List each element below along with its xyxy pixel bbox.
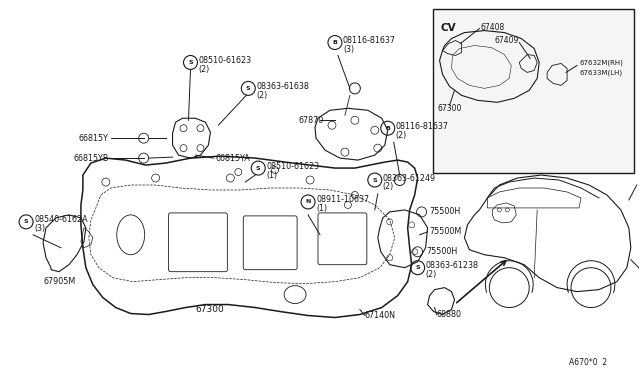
Text: (1): (1) (316, 205, 327, 214)
Text: 08911-10637: 08911-10637 (316, 195, 369, 205)
Text: (2): (2) (396, 131, 407, 140)
Text: 08510-61623: 08510-61623 (266, 161, 319, 171)
Text: 75500H: 75500H (429, 208, 461, 217)
Text: (3): (3) (34, 224, 45, 233)
Text: B: B (333, 40, 337, 45)
Text: 08363-61249: 08363-61249 (383, 173, 436, 183)
Text: 66815Y: 66815Y (79, 134, 109, 143)
Text: CV: CV (440, 23, 456, 33)
Text: 66815YB: 66815YB (74, 154, 109, 163)
Bar (433, 9, 634, 173)
Bar (461, 62, 479, 77)
Text: B: B (385, 126, 390, 131)
Text: 08116-81637: 08116-81637 (343, 36, 396, 45)
Text: 67408: 67408 (481, 23, 505, 32)
Text: N: N (305, 199, 311, 205)
Text: 08116-81637: 08116-81637 (396, 122, 449, 131)
Text: 75500H: 75500H (427, 247, 458, 256)
Text: A670*0  2: A670*0 2 (569, 358, 607, 367)
Text: 68880: 68880 (436, 310, 461, 319)
Text: S: S (24, 219, 28, 224)
Text: 67140N: 67140N (365, 311, 396, 320)
Text: 08363-61238: 08363-61238 (426, 261, 479, 270)
Text: (2): (2) (383, 183, 394, 192)
Circle shape (552, 78, 555, 81)
Text: (2): (2) (256, 91, 268, 100)
Circle shape (559, 78, 561, 81)
Text: 08510-61623: 08510-61623 (198, 56, 252, 65)
Text: 66815YA: 66815YA (216, 154, 250, 163)
Text: S: S (256, 166, 260, 171)
Text: 75500M: 75500M (429, 227, 462, 236)
Text: 67300: 67300 (195, 305, 224, 314)
Circle shape (552, 71, 555, 74)
Text: S: S (246, 86, 251, 91)
Text: 08540-6162A: 08540-6162A (34, 215, 88, 224)
Text: S: S (372, 177, 377, 183)
Text: 08363-61638: 08363-61638 (256, 82, 309, 91)
Text: 67300: 67300 (438, 104, 462, 113)
Text: (2): (2) (426, 270, 437, 279)
Text: S: S (188, 60, 193, 65)
Text: (3): (3) (343, 45, 354, 54)
Text: (2): (2) (198, 65, 210, 74)
Text: 67409: 67409 (494, 36, 519, 45)
Circle shape (559, 71, 561, 74)
Text: 67633M(LH): 67633M(LH) (579, 69, 622, 76)
Text: 67632M(RH): 67632M(RH) (579, 59, 623, 66)
Text: 67870: 67870 (298, 116, 323, 125)
Text: 67905M: 67905M (43, 277, 76, 286)
Text: S: S (415, 265, 420, 270)
Bar (486, 61, 504, 76)
Text: (1): (1) (266, 170, 277, 180)
